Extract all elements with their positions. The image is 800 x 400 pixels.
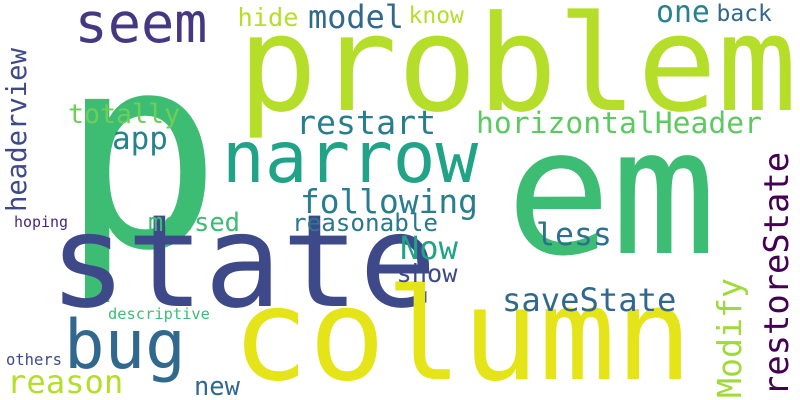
word-others: others — [6, 351, 62, 369]
word-p: p — [60, 0, 223, 310]
word-headerview: headerview — [1, 48, 33, 212]
word-modify: Modify — [709, 277, 749, 398]
word-totally: totally — [68, 98, 181, 130]
word-app: app — [112, 120, 168, 157]
word-know: know — [408, 2, 464, 29]
word-new: new — [194, 370, 240, 400]
word-problem: problem — [237, 0, 798, 142]
word-reasonable: reasonable — [292, 208, 438, 237]
word-reason: reason — [7, 363, 124, 400]
word-hoping: hoping — [14, 212, 68, 231]
word-now: Now — [400, 229, 458, 267]
word-seem: seem — [74, 0, 208, 56]
word-horizontalheader: horizontalHeader — [476, 106, 762, 141]
word-hide: hide — [237, 2, 299, 32]
word-less: less — [536, 217, 612, 253]
word-restart: restart — [296, 102, 437, 142]
word-column: column — [232, 261, 693, 400]
word-back: back — [716, 0, 772, 27]
word-descriptive: descriptive — [108, 304, 210, 323]
word-state: state — [49, 186, 437, 337]
word-messed: messed — [148, 207, 241, 238]
word-savestate: saveState — [502, 281, 677, 319]
word-restorestate: restoreState — [757, 151, 796, 396]
word-model: model — [308, 0, 404, 36]
word-one: one — [656, 0, 710, 30]
word-show: show — [396, 258, 458, 288]
word-bug: bug — [64, 304, 186, 384]
word-em: em — [506, 91, 717, 295]
word-following: following — [300, 182, 478, 221]
word-narrow: narrow — [222, 115, 479, 199]
